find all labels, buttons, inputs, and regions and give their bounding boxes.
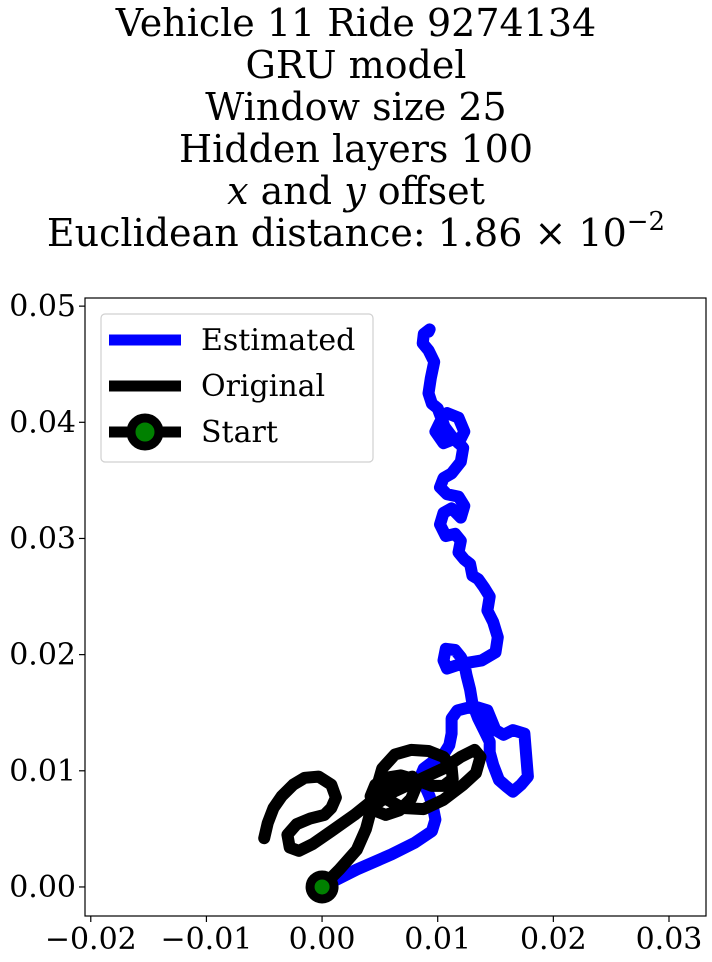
title-offset-text: offset — [365, 169, 485, 213]
x-tick-label: 0.00 — [289, 922, 356, 957]
title-and-text: and — [248, 169, 345, 213]
title-x-symbol: x — [227, 169, 249, 213]
legend-label-estimated: Estimated — [201, 323, 355, 358]
x-tick-label: 0.02 — [520, 922, 587, 957]
axes-frame — [84, 297, 707, 917]
series-line-original — [258, 743, 487, 893]
y-tick-label: 0.05 — [9, 289, 76, 324]
x-tick-label: −0.01 — [160, 922, 252, 957]
legend-label-start: Start — [201, 415, 278, 450]
y-tick-label: 0.04 — [9, 405, 76, 440]
start-marker — [305, 870, 339, 904]
legend-start-marker — [126, 413, 164, 451]
title-line-3: Window size 25 — [205, 85, 507, 129]
y-tick-label: 0.00 — [9, 870, 76, 905]
axis-ticks: −0.02 −0.01 0.00 0.01 0.02 0.03 0.00 0.01 0.02 0.… — [9, 289, 702, 957]
chart-title: Vehicle 11 Ride 9274134 GRU model Window… — [0, 0, 712, 254]
title-line-1: Vehicle 11 Ride 9274134 — [115, 1, 597, 45]
title-line-2: GRU model — [245, 43, 467, 87]
y-tick-label: 0.02 — [9, 638, 76, 673]
plot-traces — [258, 323, 534, 904]
title-y-symbol: y — [344, 169, 366, 213]
legend-label-original: Original — [201, 369, 325, 404]
title-line-5: x and y offset — [0, 170, 712, 212]
legend-box — [100, 313, 374, 463]
title-distance-prefix: Euclidean distance: 1.86 — [46, 211, 523, 255]
x-tick-label: 0.03 — [636, 922, 703, 957]
x-tick-label: 0.01 — [404, 922, 471, 957]
x-tick-label: −0.02 — [45, 922, 137, 957]
title-distance-exponent: −2 — [626, 207, 666, 237]
y-tick-label: 0.01 — [9, 754, 76, 789]
y-tick-label: 0.03 — [9, 521, 76, 556]
title-line-4: Hidden layers 100 — [178, 127, 534, 171]
title-line-6: Euclidean distance: 1.86 × 10−2 — [0, 209, 712, 255]
title-distance-times: × 10 — [522, 211, 627, 255]
series-line-estimated — [316, 323, 534, 893]
legend: Estimated Original Start — [100, 313, 374, 463]
